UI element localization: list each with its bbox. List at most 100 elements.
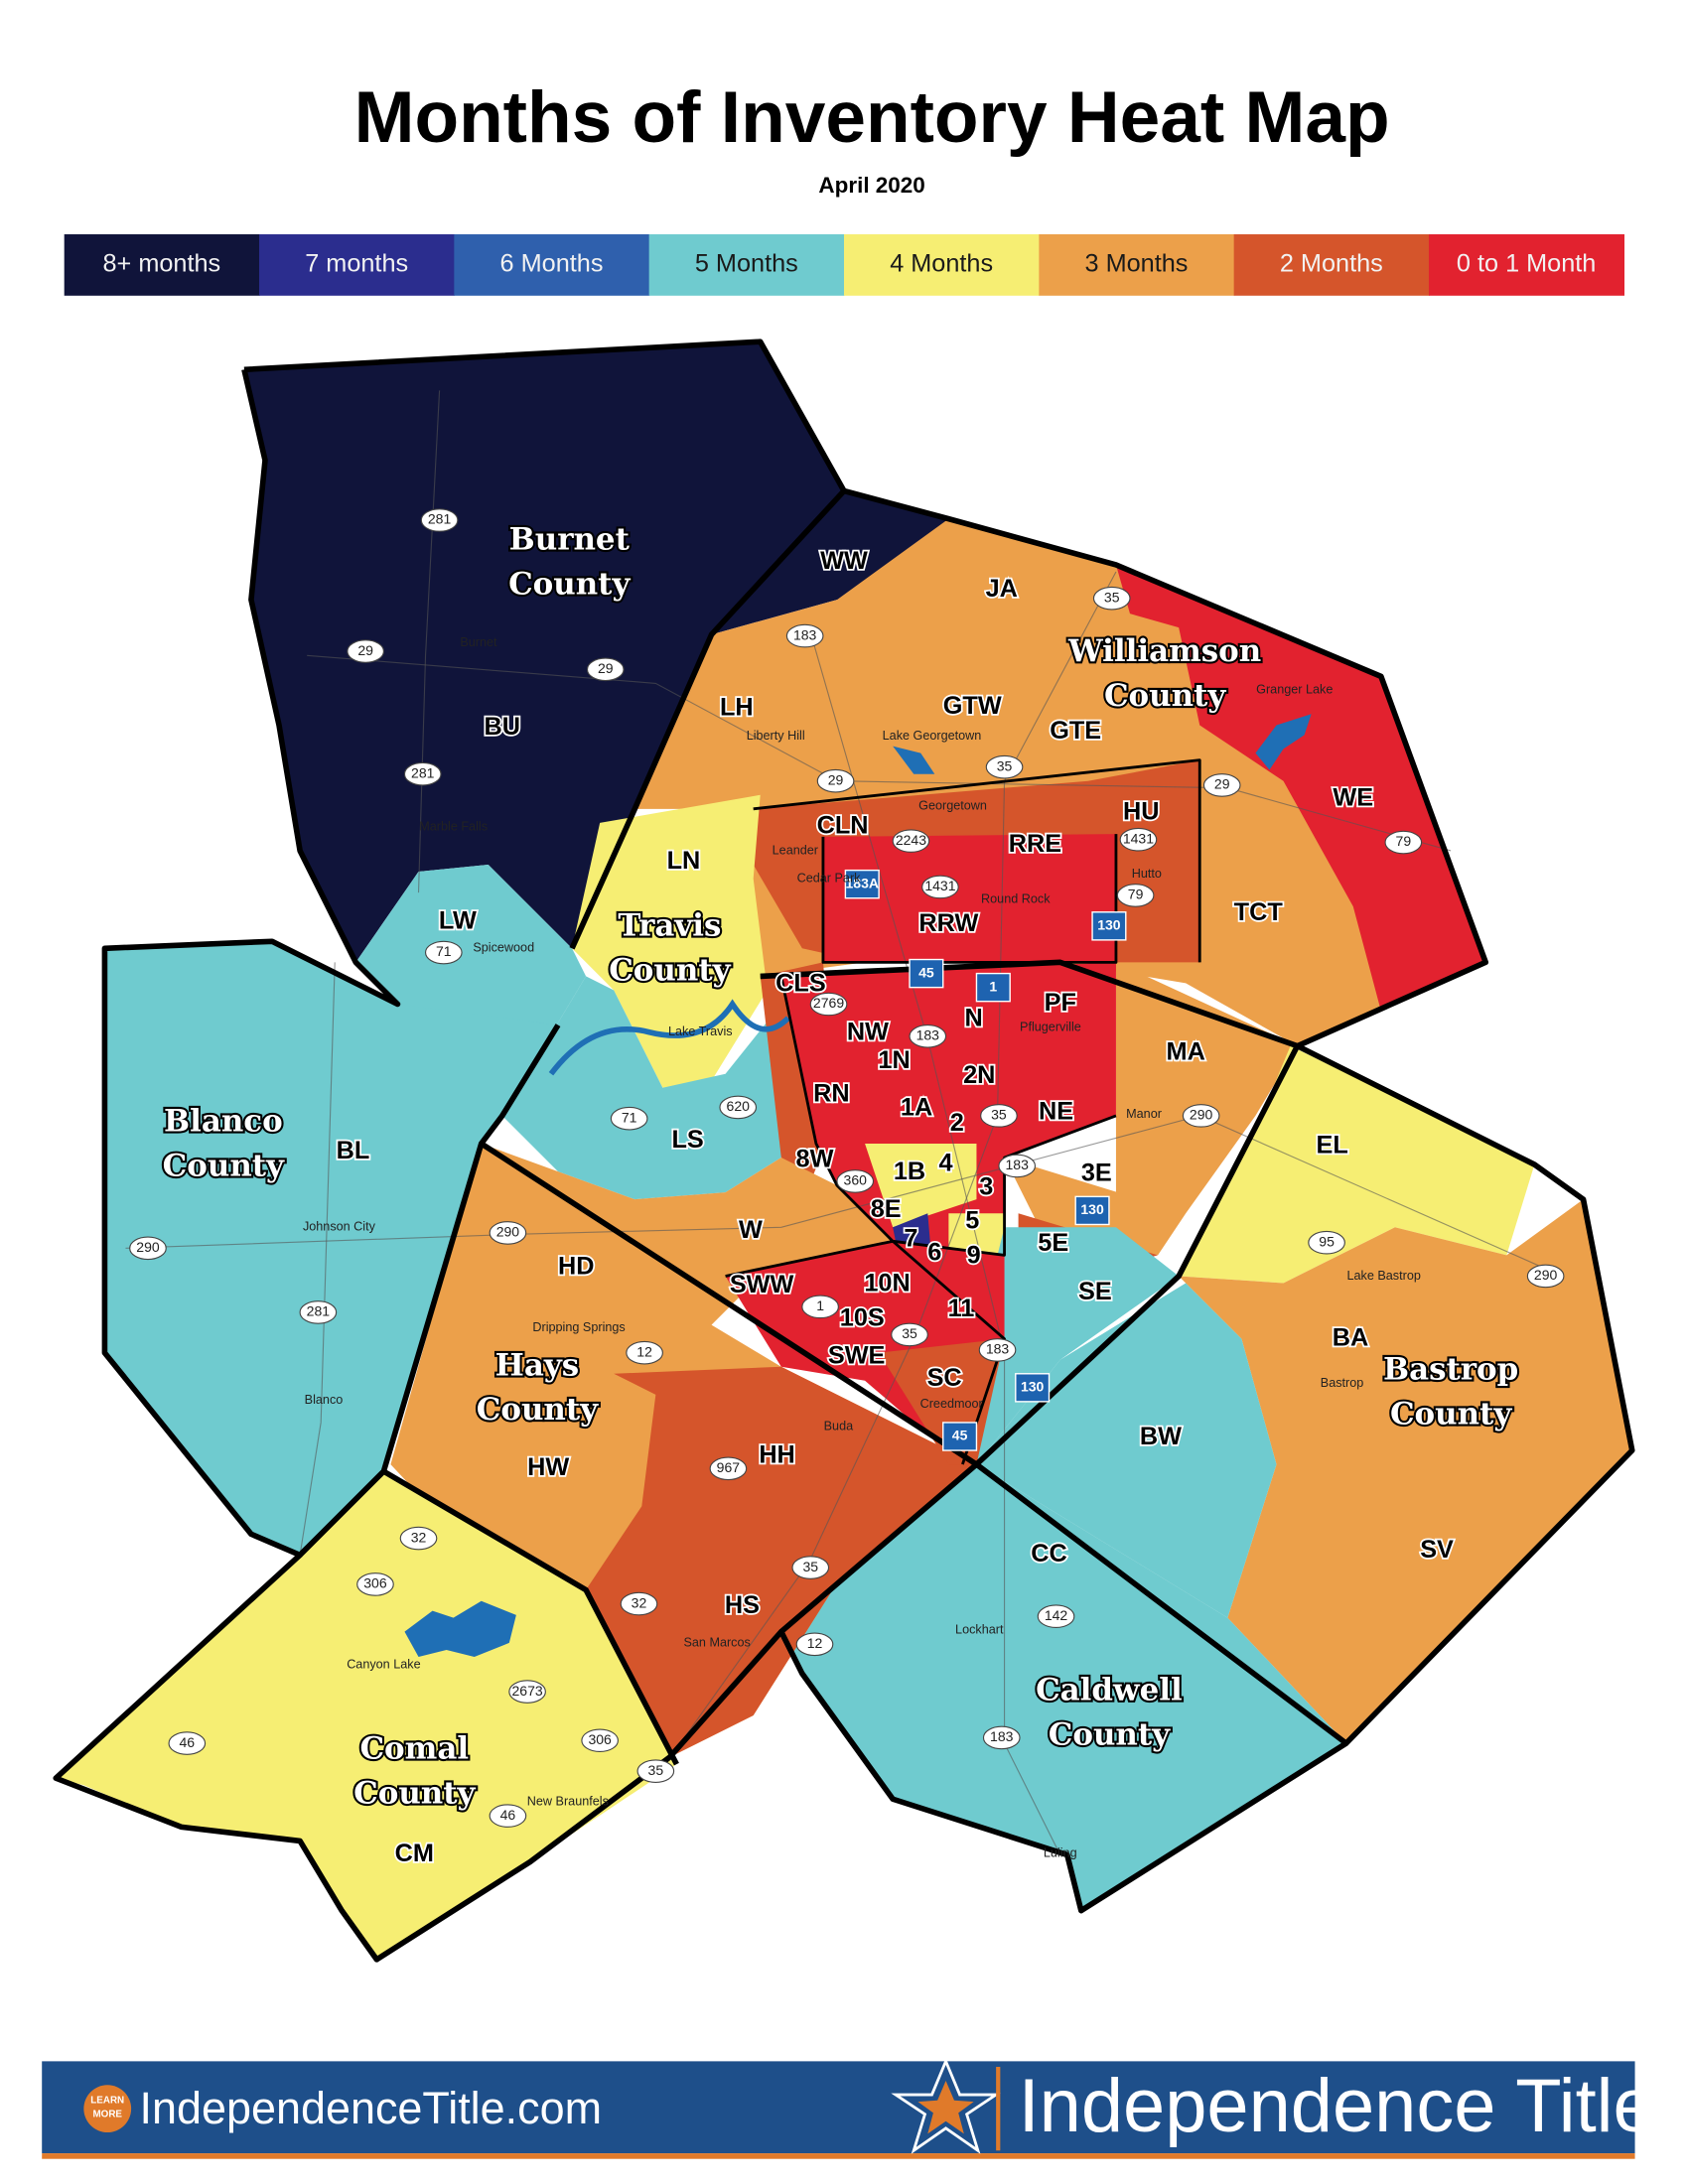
- highway-number: 32: [411, 1529, 427, 1545]
- highway-number: 2243: [896, 832, 926, 848]
- highway-number: 1: [816, 1297, 824, 1313]
- title: Months of Inventory Heat Map: [354, 77, 1390, 158]
- county-border: [760, 959, 1301, 1634]
- area-code: CC: [1031, 1540, 1067, 1568]
- area-code: GTW: [943, 692, 1002, 720]
- area-code: BW: [1140, 1423, 1182, 1450]
- area-code: HD: [558, 1253, 594, 1281]
- area-code: 2N: [963, 1061, 995, 1089]
- highway-shield: [982, 1725, 1021, 1750]
- area-code: 1A: [901, 1094, 932, 1122]
- county-name: County: [353, 1776, 476, 1812]
- county-name: County: [1104, 678, 1226, 714]
- area-code: 9: [967, 1241, 981, 1269]
- area-code: W: [739, 1216, 763, 1244]
- highway-number: 35: [648, 1762, 664, 1778]
- county-name: County: [477, 1392, 599, 1428]
- river: [548, 999, 790, 1076]
- area-code: 10S: [840, 1304, 885, 1332]
- area-code: 10N: [864, 1270, 910, 1297]
- highway-number: 281: [428, 511, 452, 527]
- highway-number: 290: [1190, 1107, 1213, 1123]
- area-code: 7: [904, 1225, 917, 1253]
- highway-shield: [980, 1104, 1018, 1128]
- toll-shield: [1091, 911, 1127, 941]
- place-label: Manor: [1126, 1107, 1162, 1121]
- region: [780, 1464, 1346, 1911]
- highway-number: 12: [636, 1343, 652, 1359]
- county-name: Comal: [359, 1731, 469, 1767]
- place-label: Marble Falls: [419, 819, 488, 833]
- highway-shield: [801, 1295, 839, 1319]
- place-label: Luling: [1044, 1845, 1077, 1859]
- highway-number: 281: [307, 1303, 331, 1319]
- website[interactable]: IndependenceTitle.com: [140, 2083, 602, 2133]
- area-code: 4: [939, 1150, 953, 1177]
- county-name: County: [1049, 1717, 1171, 1753]
- place-label: Buda: [824, 1420, 854, 1433]
- region: [56, 1471, 677, 1960]
- area-code: BL: [337, 1137, 370, 1164]
- area-code: 3: [979, 1173, 993, 1201]
- place-label: Blanco: [305, 1393, 344, 1407]
- highway-shield: [809, 992, 848, 1017]
- highway-number: 79: [1396, 833, 1412, 849]
- area-code: SE: [1078, 1278, 1112, 1305]
- region: [976, 1283, 1277, 1618]
- highway-number: 306: [588, 1731, 612, 1747]
- highway-shield: [1116, 884, 1155, 907]
- highway-number: 183: [990, 1728, 1014, 1744]
- highway-number: 12: [807, 1635, 823, 1651]
- area-code: LH: [720, 693, 754, 721]
- highway-number: 35: [991, 1107, 1007, 1123]
- place-label: Cedar Park: [797, 871, 862, 885]
- highway-number: 620: [727, 1098, 751, 1114]
- highway-shield: [1092, 586, 1131, 611]
- area-code: SV: [1420, 1536, 1454, 1564]
- highway-shield: [299, 1300, 338, 1324]
- highway-number: 79: [1128, 887, 1144, 902]
- highway-shield: [1119, 827, 1158, 852]
- highway-shield: [795, 1632, 834, 1657]
- region: [1179, 1199, 1632, 1744]
- highway-shield: [985, 754, 1024, 779]
- lake: [1255, 714, 1312, 770]
- lake: [893, 746, 935, 774]
- legend-label: 0 to 1 Month: [1457, 250, 1596, 278]
- highway-number: 183: [916, 1027, 940, 1043]
- lake: [404, 1600, 516, 1657]
- highway-number: 183: [986, 1341, 1010, 1357]
- highway-number: 290: [496, 1224, 520, 1240]
- place-label: San Marcos: [683, 1635, 750, 1649]
- county-border: [381, 1468, 679, 1766]
- area-code: CM: [395, 1840, 434, 1867]
- county-name: Bastrop: [1383, 1351, 1518, 1387]
- place-label: Leander: [773, 843, 818, 857]
- place-label: Lake Bastrop: [1346, 1269, 1420, 1283]
- footer: LEARN MORE IndependenceTitle.com Indepen…: [42, 2057, 1655, 2159]
- highway-shield: [489, 1221, 527, 1245]
- badge-text: LEARN: [90, 2095, 124, 2106]
- legend-label: 6 Months: [500, 250, 604, 278]
- highway-shield: [791, 1556, 830, 1579]
- road: [654, 571, 1117, 1779]
- county-name: Hays: [495, 1347, 580, 1383]
- legend-swatch: [259, 234, 456, 296]
- highway-number: 1431: [924, 878, 955, 893]
- area-border: [821, 834, 1118, 964]
- place-label: Lake Travis: [668, 1024, 733, 1038]
- area-code: 5E: [1038, 1229, 1068, 1257]
- highway-number: 35: [1104, 589, 1120, 605]
- area-code: LW: [439, 906, 477, 934]
- area-code: JA: [986, 575, 1018, 603]
- place-label: Johnson City: [303, 1220, 376, 1234]
- area-code: 8E: [871, 1195, 902, 1223]
- road: [299, 962, 336, 1556]
- highway-shield: [978, 1338, 1017, 1362]
- toll-shield: [975, 972, 1011, 1003]
- toll-number: 130: [1021, 1379, 1045, 1395]
- area-code: TCT: [1234, 898, 1284, 926]
